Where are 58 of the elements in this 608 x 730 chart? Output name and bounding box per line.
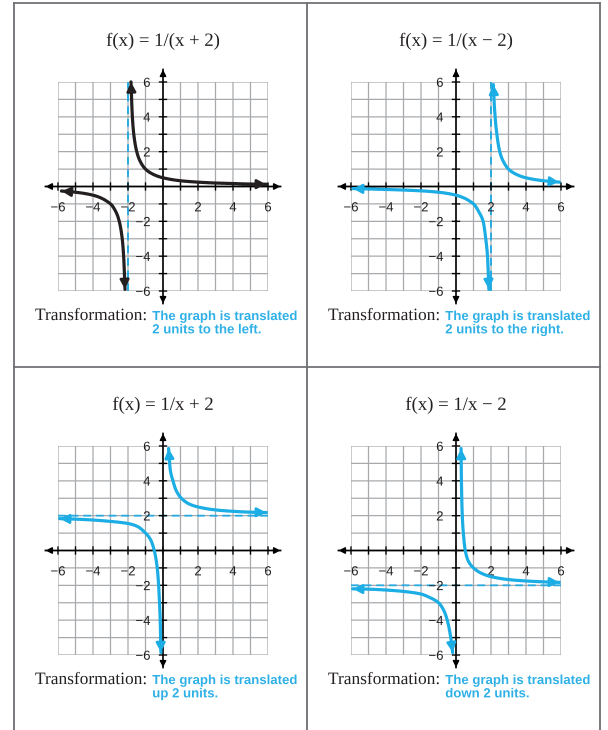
x-tick-label: −6 [51, 566, 65, 576]
x-tick-label: 4 [522, 566, 530, 576]
text: Transformation: [328, 672, 439, 684]
x-tick-label: −6 [51, 202, 65, 212]
y-tick-label: −6 [429, 650, 443, 660]
x-tick-label: −4 [379, 202, 394, 212]
y-tick-label: −6 [136, 650, 150, 660]
y-tick-label: 6 [144, 442, 150, 451]
y-tick-label: −2 [136, 580, 150, 590]
y-tick-label: −2 [429, 216, 443, 226]
y-tick-label: 4 [143, 112, 150, 122]
y-tick-label: −4 [429, 252, 444, 261]
y-tick-label: 2 [436, 147, 443, 156]
text: The graph is translated down 2 units. [445, 674, 590, 698]
y-tick-label: 4 [143, 476, 150, 486]
y-tick-label: −2 [136, 216, 150, 226]
x-tick-label: 4 [522, 202, 530, 212]
x-tick-label: −6 [344, 566, 358, 576]
chart-title: f(x) = 1/(x − 2) [400, 32, 512, 50]
x-tick-label: −6 [344, 202, 358, 212]
chart-title: f(x) = 1/(x + 2) [106, 32, 220, 50]
x-tick-label: 6 [558, 202, 564, 212]
y-tick-label: 2 [436, 511, 443, 520]
x-tick-label: −2 [414, 566, 428, 576]
y-tick-label: −4 [136, 616, 150, 625]
text: Transformation: [35, 308, 146, 320]
text: Transformation: [35, 672, 146, 684]
x-tick-label: −4 [379, 566, 394, 576]
x-tick-label: −2 [121, 202, 135, 212]
y-tick-label: 6 [436, 78, 443, 87]
text: The graph is translated 2 units to the left. [152, 310, 297, 334]
text: The graph is translated 2 units to the right. [445, 310, 590, 336]
y-tick-label: 6 [144, 78, 150, 87]
y-tick-label: −4 [136, 252, 150, 261]
text: The graph is translated up 2 units. [152, 674, 297, 700]
x-tick-label: −4 [86, 202, 100, 212]
x-tick-label: 6 [265, 566, 272, 576]
x-tick-label: 4 [230, 202, 236, 212]
chart-title: f(x) = 1/x − 2 [406, 396, 506, 414]
y-tick-label: 4 [436, 112, 444, 122]
chart-title: f(x) = 1/x + 2 [112, 396, 213, 414]
x-tick-label: 4 [230, 566, 236, 576]
x-tick-label: 6 [558, 566, 564, 576]
y-tick-label: 2 [144, 147, 150, 156]
x-tick-label: −2 [414, 202, 428, 212]
x-tick-label: 6 [265, 202, 272, 212]
y-tick-label: 2 [144, 511, 150, 520]
text: Transformation: [328, 308, 439, 320]
x-tick-label: 2 [194, 202, 202, 212]
y-tick-label: −6 [429, 286, 443, 296]
x-tick-label: −2 [121, 566, 135, 576]
y-tick-label: 6 [436, 442, 443, 451]
x-tick-label: 2 [488, 202, 494, 212]
y-tick-label: −4 [429, 616, 444, 625]
y-tick-label: 4 [436, 476, 444, 486]
y-tick-label: −6 [136, 286, 150, 296]
x-tick-label: −4 [86, 566, 100, 576]
x-tick-label: 2 [194, 566, 202, 576]
